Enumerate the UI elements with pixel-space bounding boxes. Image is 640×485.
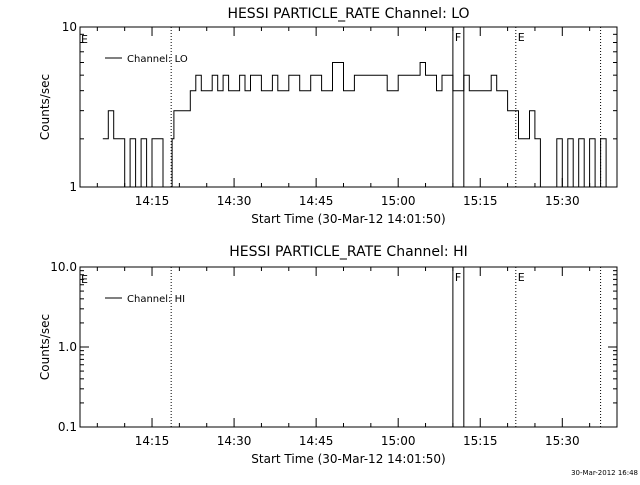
chart-2-y-tick-label-2: 10.0 xyxy=(50,260,77,274)
chart-1-x-tick-label-2: 14:45 xyxy=(299,194,334,208)
chart-1-x-tick-label-3: 15:00 xyxy=(381,194,416,208)
chart-1-x-tick-label-5: 15:30 xyxy=(545,194,580,208)
chart-2-x-tick-label-3: 15:00 xyxy=(381,434,416,448)
chart-2-event-marker-label-1: F xyxy=(455,271,461,284)
chart-1-x-axis-label: Start Time (30-Mar-12 14:01:50) xyxy=(251,212,445,226)
chart-2-legend-entry-0: Channel: HI xyxy=(127,294,185,305)
chart-1-legend-entry-0: Channel: LO xyxy=(127,54,188,65)
chart-1-series-0-segment-0 xyxy=(102,62,543,188)
chart-2-x-tick-label-2: 14:45 xyxy=(299,434,334,448)
chart-2-frame xyxy=(79,266,618,428)
chart-1-title: HESSI PARTICLE_RATE Channel: LO xyxy=(227,6,469,22)
chart-2-title: HESSI PARTICLE_RATE Channel: HI xyxy=(229,244,467,260)
chart-1-x-tick-label-4: 15:15 xyxy=(463,194,498,208)
chart-2-corner-label-0: E xyxy=(81,273,88,286)
chart-2-x-axis-label: Start Time (30-Mar-12 14:01:50) xyxy=(251,452,445,466)
chart-1-series-0-segment-1 xyxy=(551,138,609,188)
chart-1-event-marker-label-1: F xyxy=(455,31,461,44)
chart-1-frame xyxy=(79,26,618,188)
chart-1-y-tick-label-1: 10 xyxy=(62,20,77,34)
chart-1-y-axis-label: Counts/sec xyxy=(38,74,52,140)
chart-1-corner-label-0: E xyxy=(81,33,88,46)
chart-1-event-marker-label-3: E xyxy=(518,31,525,44)
chart-2-y-tick-label-0: 0.1 xyxy=(58,420,77,434)
chart-2-y-tick-label-1: 1.0 xyxy=(58,340,77,354)
chart-2-event-marker-label-3: E xyxy=(518,271,525,284)
chart-2-x-tick-label-0: 14:15 xyxy=(135,434,170,448)
chart-2-y-axis-label: Counts/sec xyxy=(38,314,52,380)
chart-2-x-tick-label-5: 15:30 xyxy=(545,434,580,448)
chart-1-x-tick-label-0: 14:15 xyxy=(135,194,170,208)
chart-2-x-tick-label-4: 15:15 xyxy=(463,434,498,448)
chart-2-x-tick-label-1: 14:30 xyxy=(217,434,252,448)
chart-1-y-tick-label-0: 1 xyxy=(69,180,77,194)
footer-timestamp: 30-Mar-2012 16:48 xyxy=(571,469,638,477)
chart-1-x-tick-label-1: 14:30 xyxy=(217,194,252,208)
